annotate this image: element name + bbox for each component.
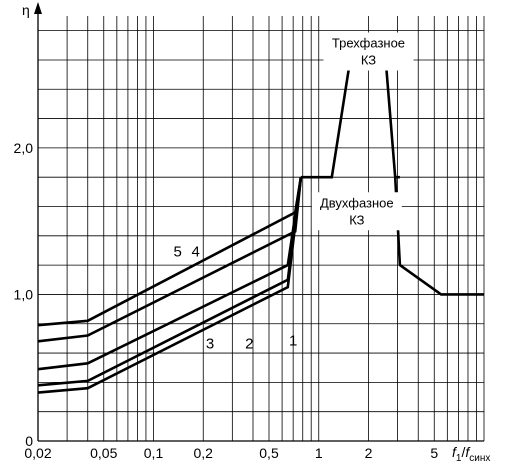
annotations: Трехфазное КЗ Двухфазное КЗ [311, 32, 414, 231]
y-tick-label: 1,0 [14, 286, 34, 302]
curve-label-4: 4 [192, 243, 200, 260]
curve-3 [37, 177, 303, 371]
x-axis-label-f2: f [465, 444, 471, 460]
envelope-line [300, 43, 484, 296]
y-axis-label: η [22, 2, 30, 18]
curves [37, 176, 303, 394]
curve-label-5: 5 [173, 243, 181, 260]
curve-labels: 1 2 3 45 [173, 243, 297, 352]
curve-label-1: 1 [289, 333, 297, 350]
x-axis-label-sub2: синх [469, 453, 490, 464]
x-tick-label: 0,2 [194, 445, 214, 461]
x-tick-label: 0,5 [259, 445, 279, 461]
curve-2 [37, 177, 303, 387]
y-tick-label: 2,0 [14, 140, 34, 156]
x-tick-label: 5 [430, 445, 438, 461]
x-tick-label: 2 [365, 445, 373, 461]
annotation-text: Двухфазное [320, 195, 394, 210]
x-axis-label-slash: / [461, 444, 465, 460]
x-axis-label-sub1: 1 [456, 453, 462, 464]
grid [37, 16, 485, 442]
curve-label-3: 3 [206, 336, 214, 353]
x-axis-label-f1: f [452, 444, 458, 460]
x-tick-label: 0,1 [144, 445, 164, 461]
y-tick-label: 0 [25, 433, 33, 449]
curve-4 [37, 177, 303, 343]
x-tick-label: 0,02 [24, 445, 51, 461]
x-tick-label: 0,05 [90, 445, 117, 461]
curve-5 [37, 176, 303, 327]
x-tick-label: 1 [315, 445, 323, 461]
short-circuit-envelope [300, 43, 484, 296]
curve-1 [37, 177, 303, 394]
annotation-text: Трехфазное [332, 36, 405, 51]
y-axis-arrow [34, 2, 42, 14]
annotation-background [311, 192, 402, 231]
annotation-background [323, 32, 414, 71]
curve-label-2: 2 [245, 336, 253, 353]
tick-labels: 0,02 0,05 0,1 0,2 0,5 1 2 5 0 1,0 2,0 [14, 140, 439, 461]
x-axis-label: f1/fсинх [452, 444, 490, 464]
annotation-text: КЗ [361, 53, 376, 68]
annotation-text: КЗ [349, 212, 364, 227]
